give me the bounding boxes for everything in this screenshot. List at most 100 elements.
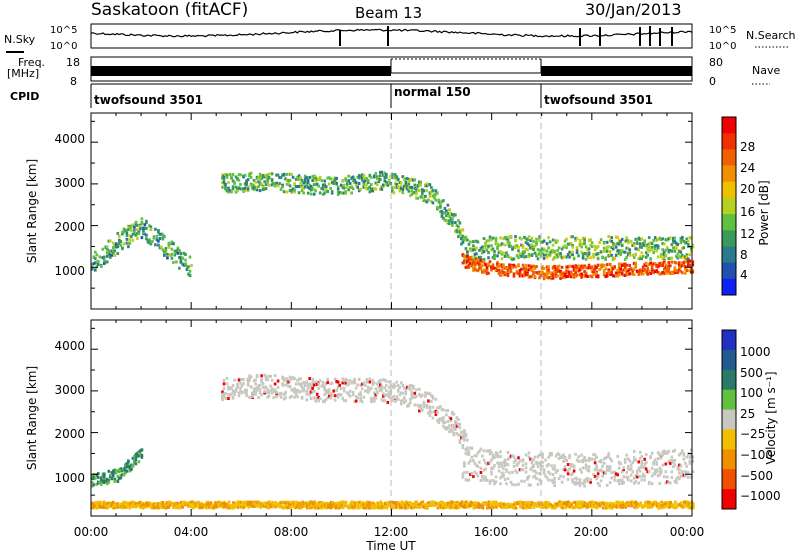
heatmap-cell xyxy=(628,263,631,267)
heatmap-cell xyxy=(647,242,651,246)
heatmap-cell xyxy=(607,452,610,456)
heatmap-cell xyxy=(359,393,362,396)
heatmap-cell xyxy=(391,504,395,508)
heatmap-cell xyxy=(582,502,585,505)
heatmap-cell xyxy=(366,500,369,504)
heatmap-cell xyxy=(607,245,610,249)
heatmap-cell xyxy=(650,482,654,486)
heatmap-cell xyxy=(330,381,334,385)
heatmap-cell xyxy=(382,399,385,403)
heatmap-cell xyxy=(91,484,94,488)
heatmap-cell xyxy=(353,377,356,381)
heatmap-cell xyxy=(365,183,369,187)
heatmap-cell xyxy=(491,247,495,251)
heatmap-cell xyxy=(332,502,336,506)
heatmap-cell xyxy=(586,502,590,506)
heatmap-cell xyxy=(339,183,343,187)
heatmap-cell xyxy=(625,453,628,457)
heatmap-cell xyxy=(608,253,612,257)
heatmap-cell xyxy=(629,240,633,244)
heatmap-cell xyxy=(333,180,337,184)
heatmap-cell xyxy=(625,502,629,505)
heatmap-cell xyxy=(646,505,650,509)
heatmap-cell xyxy=(333,398,337,402)
heatmap-cell xyxy=(607,268,610,272)
heatmap-cell xyxy=(352,506,355,509)
heatmap-cell xyxy=(242,189,245,193)
heatmap-cell xyxy=(306,386,310,390)
heatmap-cell xyxy=(470,455,474,459)
heatmap-cell xyxy=(472,268,475,272)
heatmap-cell xyxy=(436,419,439,423)
heatmap-cell xyxy=(533,455,537,459)
cpid-row: CPID twofsound 3501 normal 150 twofsound… xyxy=(10,83,692,108)
heatmap-cell xyxy=(486,506,489,510)
heatmap-cell xyxy=(653,244,657,248)
heatmap-cell xyxy=(397,501,401,505)
heatmap-cell xyxy=(473,268,477,272)
heatmap-cell xyxy=(407,186,411,190)
heatmap-cell xyxy=(232,501,235,505)
heatmap-cell xyxy=(604,501,608,505)
heatmap-cell xyxy=(418,505,422,509)
heatmap-cell xyxy=(482,258,486,262)
heatmap-cell xyxy=(157,243,160,247)
heatmap-cell xyxy=(380,388,384,392)
power-cb-tick-24: 24 xyxy=(740,161,755,175)
heatmap-cell xyxy=(307,506,310,510)
heatmap-cell xyxy=(293,390,296,394)
heatmap-cell xyxy=(589,480,592,484)
heatmap-cell xyxy=(225,376,229,380)
heatmap-cell xyxy=(690,247,693,250)
heatmap-cell xyxy=(687,506,691,510)
heatmap-cell xyxy=(611,244,615,248)
heatmap-cell xyxy=(175,505,178,509)
heatmap-cell xyxy=(568,454,571,457)
vel-cb-tick-500: 500 xyxy=(740,366,763,380)
heatmap-cell xyxy=(623,239,627,243)
heatmap-cell xyxy=(151,506,154,510)
heatmap-cell xyxy=(222,177,226,181)
heatmap-cell xyxy=(604,249,607,253)
heatmap-cell xyxy=(245,388,248,392)
heatmap-cell xyxy=(547,246,550,250)
heatmap-cell xyxy=(500,474,504,478)
heatmap-cell xyxy=(496,461,499,465)
heatmap-cell xyxy=(638,257,642,261)
heatmap-cell xyxy=(512,272,516,276)
heatmap-cell xyxy=(305,176,308,180)
heatmap-cell xyxy=(547,470,550,474)
heatmap-cell xyxy=(257,177,260,181)
heatmap-cell xyxy=(676,467,680,471)
heatmap-cell xyxy=(382,378,385,382)
heatmap-cell xyxy=(605,263,609,267)
heatmap-cell xyxy=(284,177,287,181)
heatmap-cell xyxy=(655,502,659,506)
heatmap-cell xyxy=(580,272,583,276)
heatmap-cell xyxy=(425,182,429,186)
heatmap-cell xyxy=(548,240,552,244)
heatmap-cell xyxy=(391,186,394,190)
heatmap-cell xyxy=(361,505,364,509)
heatmap-cell xyxy=(115,504,118,508)
heatmap-cell xyxy=(288,395,292,399)
heatmap-cell xyxy=(469,261,472,265)
heatmap-cell xyxy=(232,506,235,510)
heatmap-cell xyxy=(296,501,300,505)
heatmap-cell xyxy=(261,382,265,386)
heatmap-cell xyxy=(221,396,224,399)
heatmap-cell xyxy=(659,263,663,267)
heatmap-cell xyxy=(387,504,390,508)
heatmap-cell xyxy=(571,264,574,268)
heatmap-cell xyxy=(571,505,575,509)
heatmap-cell xyxy=(634,247,637,251)
heatmap-cell xyxy=(635,241,639,245)
heatmap-cell xyxy=(626,467,630,470)
heatmap-cell xyxy=(275,390,278,394)
heatmap-cell xyxy=(107,480,111,484)
heatmap-cell xyxy=(106,254,109,258)
heatmap-cell xyxy=(182,251,186,255)
heatmap-cell xyxy=(290,377,293,381)
heatmap-cell xyxy=(475,246,478,250)
heatmap-cell xyxy=(544,253,547,257)
